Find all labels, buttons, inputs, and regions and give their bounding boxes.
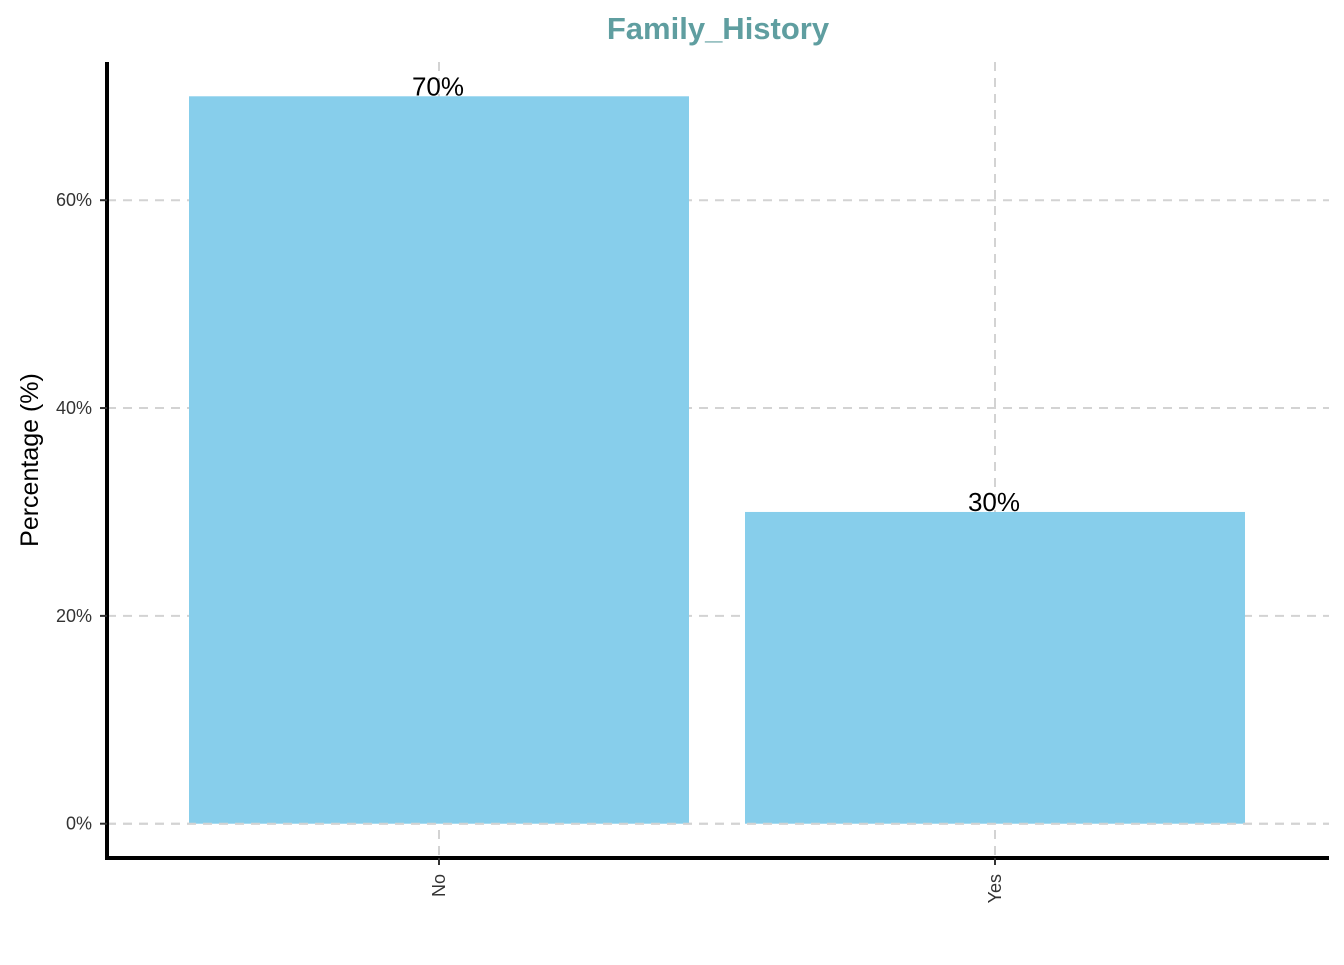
y-tick-label: 60%	[56, 190, 92, 210]
bars	[107, 96, 1329, 825]
data-label: 30%	[968, 487, 1020, 517]
x-tick-label: No	[429, 874, 449, 897]
y-axis-title: Percentage (%)	[16, 373, 44, 547]
data-labels: 70% 30%	[412, 71, 1020, 517]
axes	[105, 62, 1329, 860]
y-tick-label: 0%	[66, 814, 92, 834]
x-tick-label: Yes	[985, 874, 1005, 903]
bar-yes	[745, 511, 1245, 824]
y-tick-label: 20%	[56, 606, 92, 626]
data-label: 70%	[412, 71, 464, 101]
chart-title: Family_History	[607, 11, 830, 46]
y-tick-label: 40%	[56, 398, 92, 418]
x-axis-ticks: No Yes	[429, 858, 1005, 903]
bar-no	[189, 96, 689, 824]
y-axis-ticks: 0% 20% 40% 60%	[56, 190, 107, 834]
